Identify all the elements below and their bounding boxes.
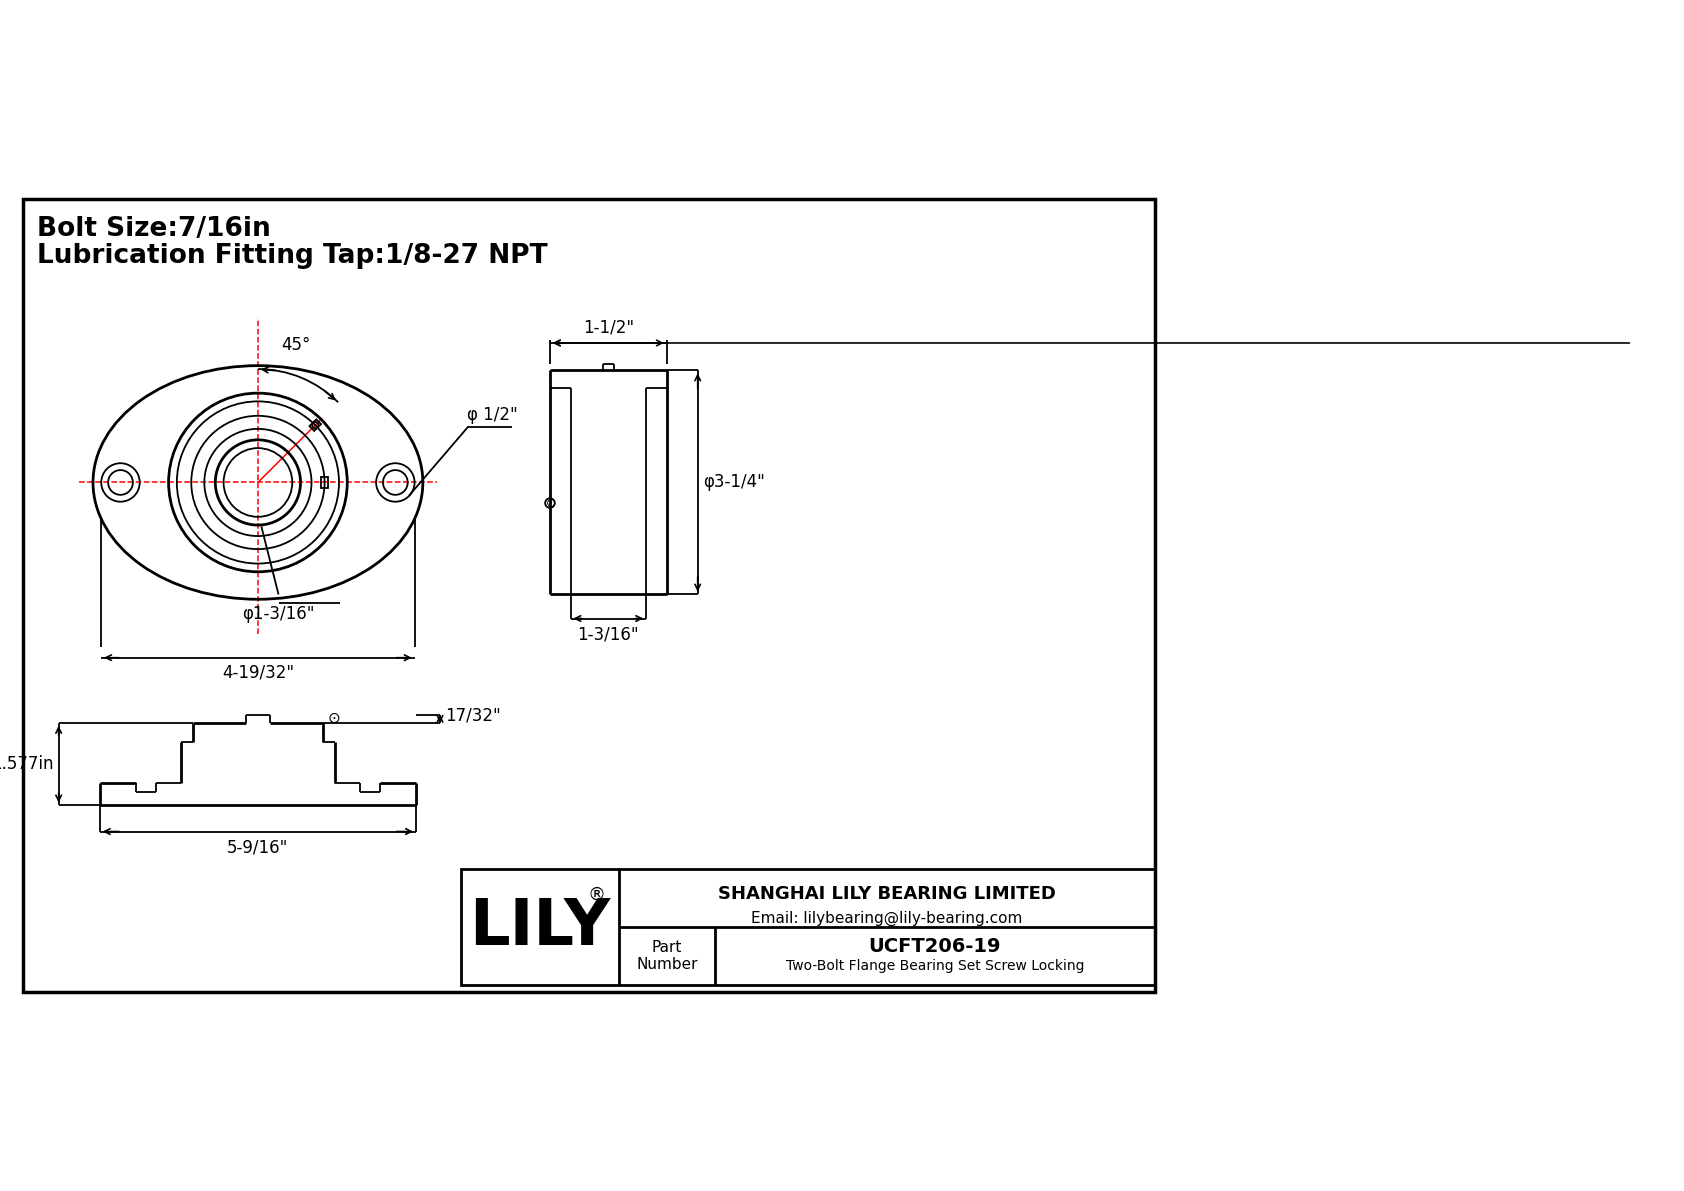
Text: Part
Number: Part Number [637,940,697,972]
Text: 5-9/16": 5-9/16" [227,838,288,856]
Text: LILY: LILY [470,896,610,958]
Text: SHANGHAI LILY BEARING LIMITED: SHANGHAI LILY BEARING LIMITED [717,885,1056,903]
Text: ⊙: ⊙ [327,711,340,725]
Text: 4-19/32": 4-19/32" [222,663,295,681]
Text: 1.577in: 1.577in [0,755,54,773]
Text: φ1-3/16": φ1-3/16" [242,605,315,623]
Text: 1-1/2": 1-1/2" [583,318,633,336]
Text: ®: ® [588,885,606,903]
Text: 17/32": 17/32" [446,706,502,724]
Text: 1-3/16": 1-3/16" [578,625,640,643]
Text: UCFT206-19: UCFT206-19 [869,937,1000,956]
Text: Email: lilybearing@lily-bearing.com: Email: lilybearing@lily-bearing.com [751,911,1022,927]
Text: 45°: 45° [281,336,310,354]
Bar [310,419,322,431]
Text: Bolt Size:7/16in: Bolt Size:7/16in [37,216,271,242]
Bar [461,868,1155,985]
Text: Two-Bolt Flange Bearing Set Screw Locking: Two-Bolt Flange Bearing Set Screw Lockin… [785,959,1084,973]
Text: φ 1/2": φ 1/2" [468,406,519,424]
Text: Lubrication Fitting Tap:1/8-27 NPT: Lubrication Fitting Tap:1/8-27 NPT [37,243,547,269]
Bar [322,476,328,488]
Text: φ3-1/4": φ3-1/4" [704,474,765,492]
Text: ⊙: ⊙ [546,497,556,510]
